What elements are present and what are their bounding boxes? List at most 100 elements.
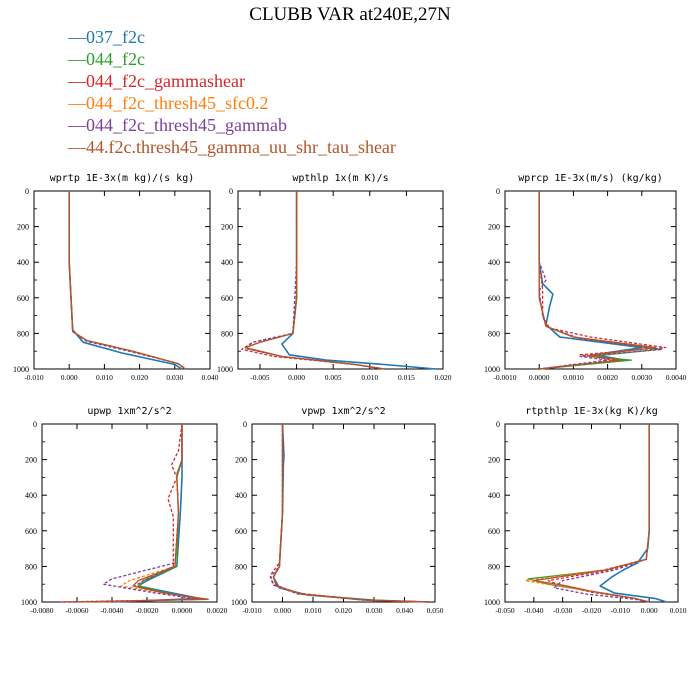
legend-item: —44.f2c.thresh45_gamma_uu_shr_tau_shear: [68, 136, 396, 158]
y-tick-label: 1000: [13, 365, 29, 374]
x-tick-label: -0.050: [495, 606, 515, 615]
series-line: [272, 424, 429, 603]
panel-title: rtpthlp 1E-3x(kg K)/kg: [525, 406, 657, 417]
legend-line-icon: —: [68, 115, 86, 135]
series-line: [68, 191, 186, 370]
x-tick-label: 0.0040: [666, 373, 687, 382]
legend-label: 044_f2c: [86, 49, 145, 69]
series-line: [241, 191, 385, 370]
legend-item: —044_f2c_gammashear: [68, 70, 396, 92]
series-line: [68, 191, 186, 370]
x-tick-label: -0.0010: [493, 373, 516, 382]
legend: —037_f2c —044_f2c —044_f2c_gammashear —044_…: [68, 26, 396, 158]
series-line: [533, 424, 650, 603]
page-title: CLUBB VAR at240E,27N: [249, 4, 451, 25]
panel-title: wprtp 1E-3x(m kg)/(s kg): [50, 173, 195, 184]
panel-title: wprcp 1E-3x(m/s) (kg/kg): [518, 173, 663, 184]
x-tick-label: 0.005: [325, 373, 342, 382]
x-tick-label: -0.010: [24, 373, 44, 382]
y-tick-label: 0: [496, 187, 500, 196]
plot-frame: [251, 423, 436, 603]
series-line: [68, 191, 183, 370]
x-tick-label: -0.0020: [135, 606, 158, 615]
x-tick-label: -0.0040: [100, 606, 123, 615]
panel-title: upwp 1xm^2/s^2: [87, 406, 171, 417]
legend-label: 044_f2c_thresh45_sfc0.2: [86, 93, 269, 113]
legend-label: 44.f2c.thresh45_gamma_uu_shr_tau_shear: [86, 137, 396, 157]
y-tick-label: 200: [488, 456, 500, 465]
y-tick-label: 0: [496, 420, 500, 429]
series-line: [76, 424, 209, 603]
x-tick-label: 0.010: [96, 373, 113, 382]
series-line: [68, 191, 186, 370]
chart-panel: rtpthlp 1E-3x(kg K)/kg02004006008001000-…: [484, 406, 687, 615]
chart-panel: upwp 1xm^2/s^2 0 200 400 600 800 1000-0.0080 -0…: [21, 406, 228, 615]
legend-line-icon: —: [68, 27, 86, 47]
legend-item: —044_f2c_thresh45_sfc0.2: [68, 92, 396, 114]
y-tick-label: 600: [235, 527, 247, 536]
legend-item: —037_f2c: [68, 26, 396, 48]
x-tick-label: 0.000: [288, 373, 305, 382]
x-tick-label: 0.040: [202, 373, 219, 382]
x-tick-label: 0.010: [305, 606, 322, 615]
y-tick-label: 800: [235, 562, 247, 571]
legend-line-icon: —: [68, 137, 86, 157]
y-tick-label: 1000: [217, 365, 233, 374]
y-tick-label: 200: [488, 223, 500, 232]
plot-frame: [33, 190, 211, 370]
x-tick-label: 0.000: [641, 606, 658, 615]
y-tick-label: 1000: [484, 365, 500, 374]
y-tick-label: 1000: [484, 598, 500, 607]
series-line: [244, 191, 385, 370]
plot-frame: [504, 190, 677, 370]
legend-line-icon: —: [68, 49, 86, 69]
y-tick-label: 200: [25, 456, 37, 465]
y-tick-label: 600: [17, 294, 29, 303]
x-tick-label: 0.0020: [207, 606, 228, 615]
y-tick-label: 400: [235, 491, 247, 500]
y-tick-label: 1000: [231, 598, 247, 607]
series-line: [272, 423, 429, 603]
plot-frame: [237, 190, 444, 370]
chart-panel: wpthlp 1x(m K)/s 0 200 400 600 800 1000 -0.005 0…: [217, 173, 452, 382]
x-tick-label: -0.005: [250, 373, 270, 382]
x-tick-label: 0.040: [396, 606, 413, 615]
series-line: [244, 191, 385, 370]
y-tick-label: 600: [25, 527, 37, 536]
x-tick-label: 0.010: [361, 373, 378, 382]
x-tick-label: -0.030: [553, 606, 573, 615]
x-tick-label: 0.0020: [597, 373, 618, 382]
x-tick-label: 0.020: [435, 373, 452, 382]
panel-title: vpwp 1xm^2/s^2: [301, 406, 385, 417]
y-tick-label: 400: [17, 258, 29, 267]
y-tick-label: 600: [488, 294, 500, 303]
series-line: [281, 191, 436, 370]
x-tick-label: 0.030: [366, 606, 383, 615]
y-tick-label: 600: [488, 527, 500, 536]
plot-frame: [41, 423, 218, 603]
x-tick-label: 0.020: [335, 606, 352, 615]
x-tick-label: 0.000: [61, 373, 78, 382]
y-tick-label: 1000: [21, 598, 37, 607]
y-tick-label: 800: [488, 562, 500, 571]
chart-panel: wprtp 1E-3x(m kg)/(s kg) 0 200 400 600 800 100…: [13, 173, 219, 382]
series-line: [599, 424, 667, 603]
series-line: [94, 424, 201, 603]
legend-item: —044_f2c: [68, 48, 396, 70]
x-tick-label: 0.0030: [631, 373, 652, 382]
series-line: [68, 191, 186, 370]
series-line: [59, 423, 204, 603]
x-tick-label: -0.010: [242, 606, 262, 615]
y-tick-label: 0: [229, 187, 233, 196]
y-tick-label: 400: [488, 258, 500, 267]
y-tick-label: 400: [488, 491, 500, 500]
legend-item: —044_f2c_thresh45_gammab: [68, 114, 396, 136]
x-tick-label: 0.0000: [172, 606, 193, 615]
chart-panel: wprcp 1E-3x(m/s) (kg/kg) 0 200 400 600 800 100…: [484, 173, 687, 382]
x-tick-label: -0.0080: [30, 606, 53, 615]
y-tick-label: 400: [221, 258, 233, 267]
x-tick-label: 0.020: [131, 373, 148, 382]
x-tick-label: -0.010: [611, 606, 631, 615]
y-tick-label: 0: [243, 420, 247, 429]
